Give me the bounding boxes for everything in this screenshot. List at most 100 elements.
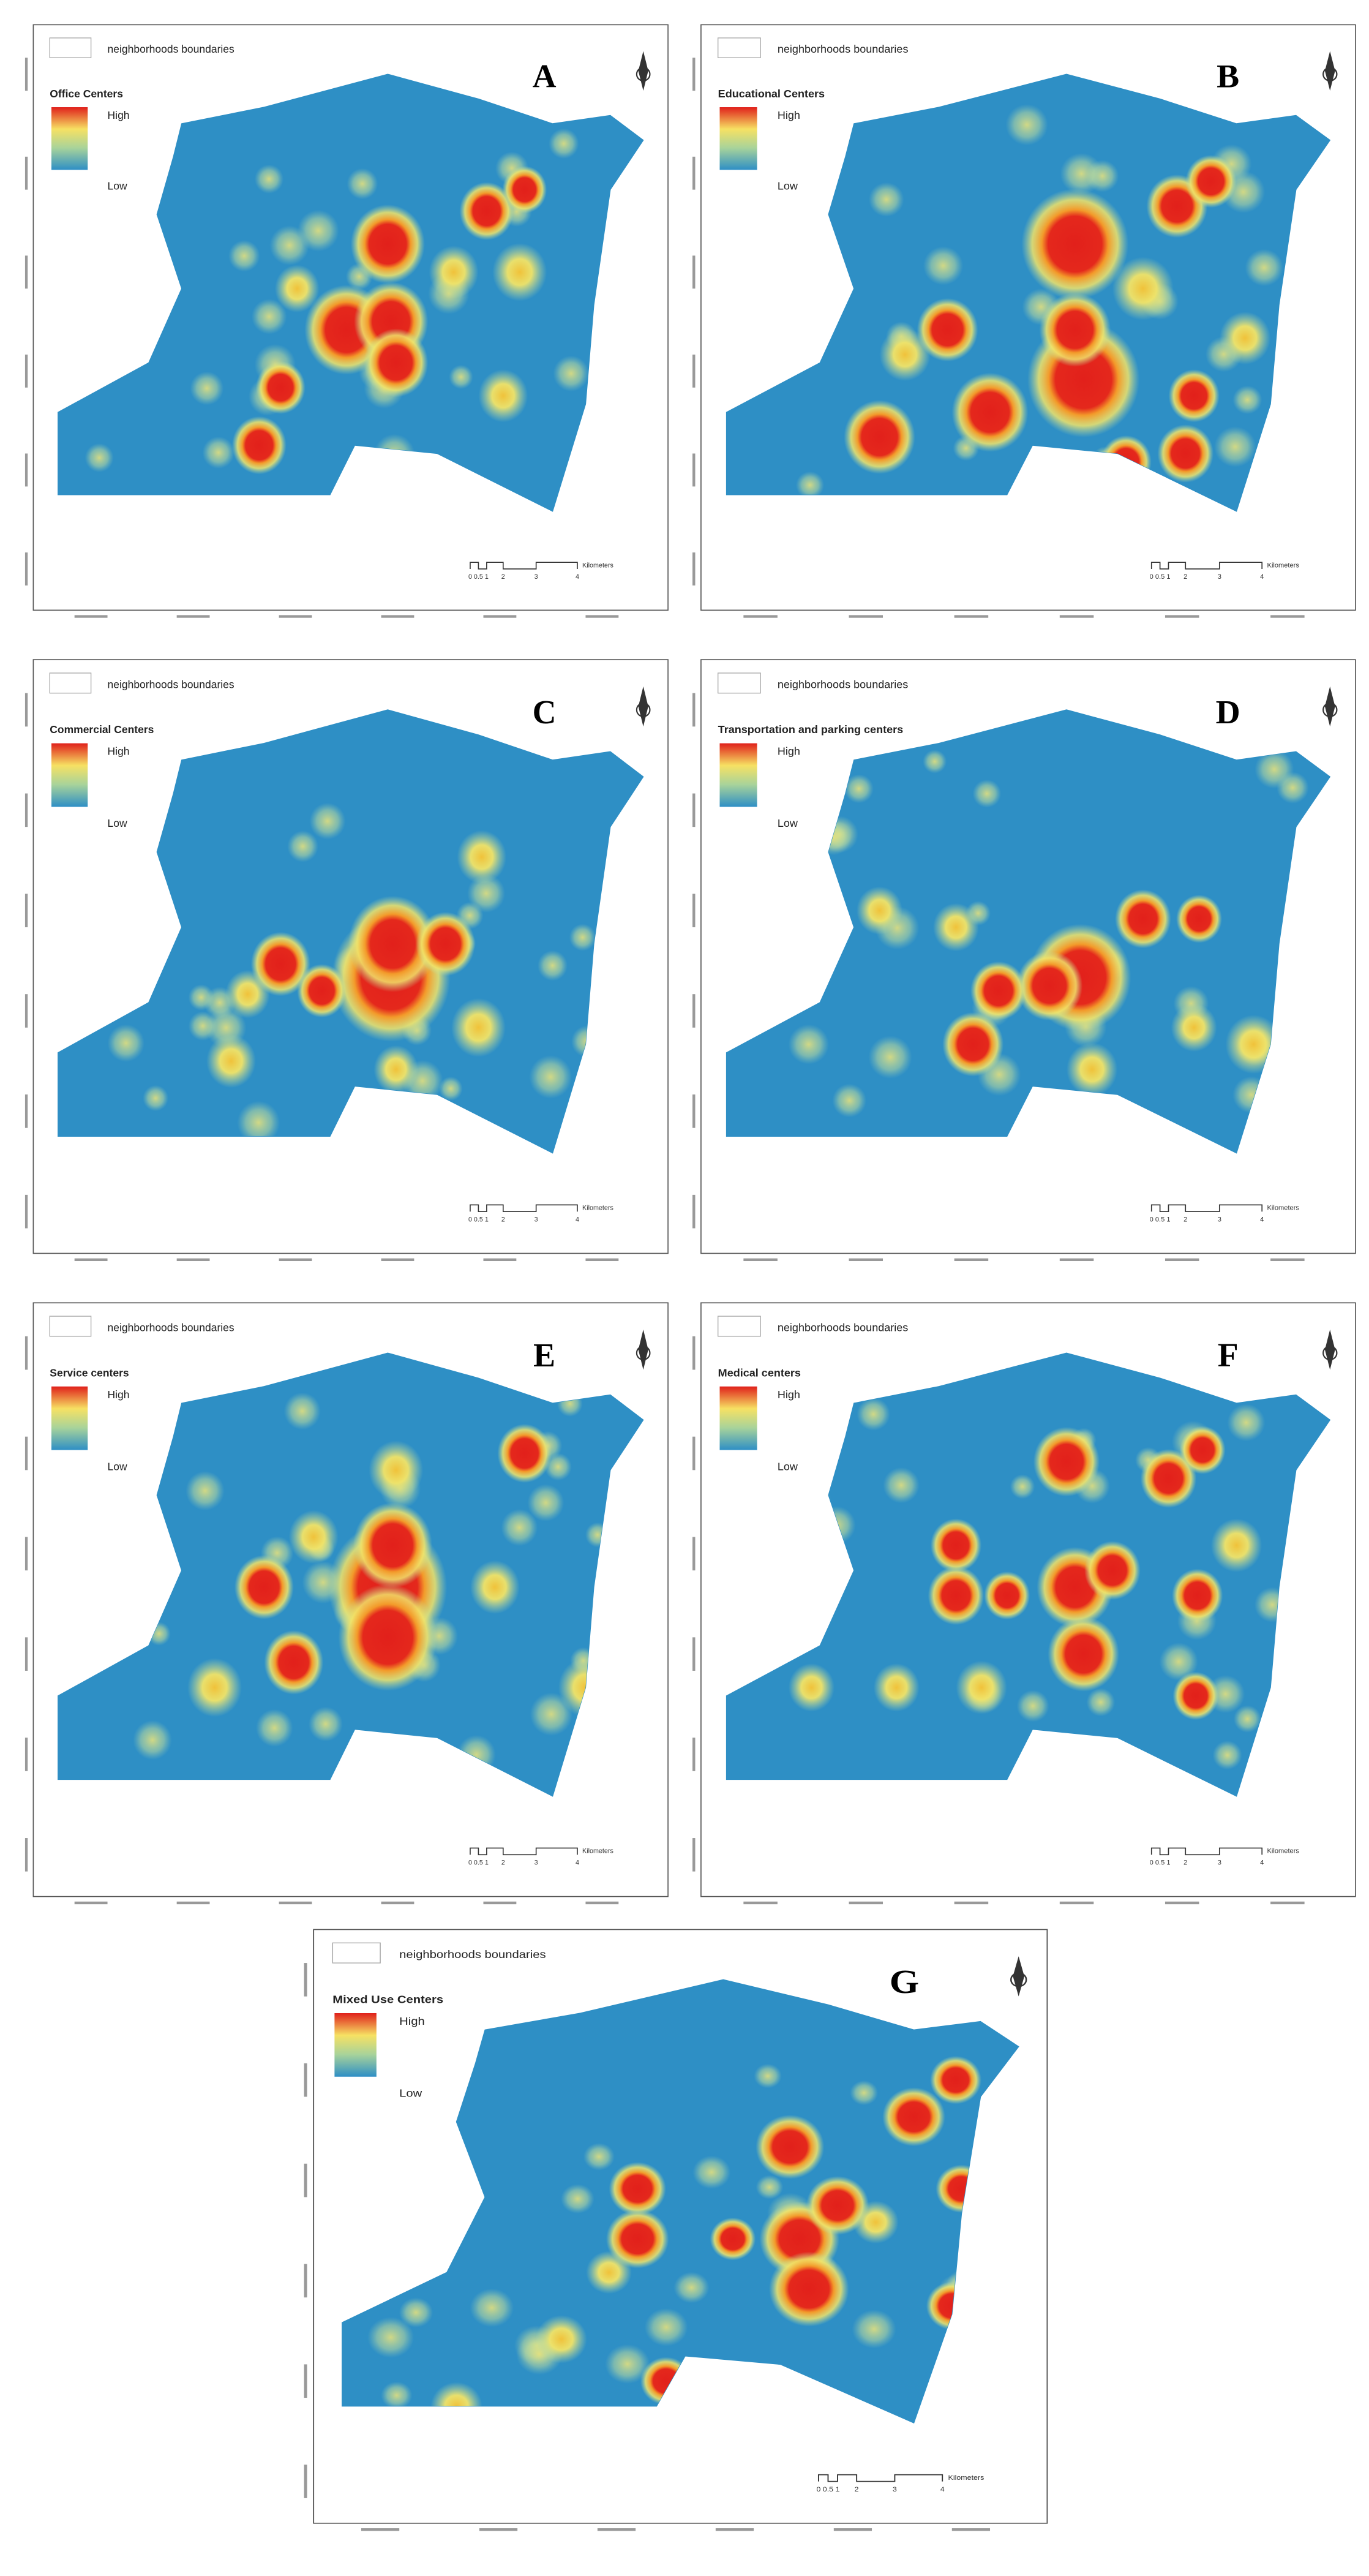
heat-spot [250,932,310,996]
heat-spot [1212,1741,1242,1770]
coordinate-label [24,552,28,586]
scale-label: 1 [485,1216,489,1224]
heat-spot [501,1508,538,1546]
coordinate-label [1165,1258,1199,1262]
heat-spot [429,246,479,299]
heat-spot [1168,369,1220,423]
scale-label: 4 [940,2486,945,2493]
coordinate-label [1270,1901,1305,1905]
coordinate-label [483,1258,517,1262]
map-panel: neighborhoods boundaries Transportation a… [692,659,1356,1262]
coordinate-label [176,615,210,618]
scale-label: 0 [468,1216,472,1224]
boundary-label: neighborhoods boundaries [399,1949,546,1961]
coordinate-label [692,793,696,827]
heat-spot [502,165,547,214]
coordinate-label [692,156,696,190]
coordinate-label [743,615,778,618]
legend-high: High [778,109,800,121]
heat-spot [206,1034,256,1088]
coordinate-label [304,2364,307,2398]
heat-spot [373,1045,419,1094]
scale-label: 2 [501,1216,505,1224]
legend-ramp [334,2013,377,2077]
heat-spot [1157,424,1214,483]
legend-high: High [778,1388,800,1401]
coordinate-label [743,1258,778,1262]
coordinate-label [692,255,696,289]
legend-low: Low [778,180,798,192]
boundary-swatch [717,672,761,694]
scale-label: 1 [485,1859,489,1867]
heat-spot [606,2209,669,2269]
heat-spot [832,1083,867,1118]
heat-spot [768,2251,849,2327]
coordinate-label [692,1094,696,1128]
scale-label: 0 [1150,1859,1153,1867]
coordinate-label [849,1258,883,1262]
heat-spot [1048,1616,1119,1692]
heat-spot [923,246,964,285]
scale-label: 3 [534,1216,538,1224]
legend-ramp [719,107,757,170]
heat-spot [882,2087,945,2147]
coordinate-label [692,1637,696,1671]
scale-label: 1 [836,2486,840,2493]
heat-spot [930,1518,982,1572]
coordinate-label [692,1838,696,1872]
heat-spot [459,182,514,241]
heat-spot [478,369,528,423]
heat-spot [917,298,978,362]
scale-bar [1150,562,1263,570]
heat-spot [756,2115,825,2179]
coordinate-label [304,2063,307,2097]
scale-label: 0 [1150,573,1153,581]
heat-spot [338,1583,438,1691]
legend-ramp [51,743,88,807]
coordinate-label [692,354,696,388]
scale-label: 0.5 [474,573,483,581]
heat-spot [231,416,287,475]
scale-label: 3 [534,1859,538,1867]
coordinate-label [24,1094,28,1128]
heat-spot [788,1024,829,1064]
heat-spot [264,1630,324,1695]
heat-spot [857,1398,890,1431]
heat-spot [710,2217,756,2261]
coordinate-label [692,552,696,586]
coordinate-label [479,2528,518,2531]
coordinate-label [24,1838,28,1872]
heat-spot [788,1663,835,1712]
heat-spot [527,1484,564,1521]
coordinate-label [743,1901,778,1905]
boundary-label: neighborhoods boundaries [778,43,909,55]
heat-spot [188,1011,217,1041]
heat-spot [234,1555,294,1619]
scale-label: 2 [501,573,505,581]
legend-title: Office Centers [50,88,123,100]
heat-spot [844,400,915,474]
heat-spot [497,1423,552,1483]
coordinate-label [279,1901,312,1905]
legend-ramp [719,743,757,807]
heat-spot [288,1510,339,1564]
scale-label: 2 [855,2486,859,2493]
heat-spot [1066,1042,1118,1096]
panel-letter: D [1216,693,1240,730]
heat-spot [972,779,1002,808]
heat-spot [350,204,425,284]
coordinate-label [24,1336,28,1370]
coordinate-label [361,2528,400,2531]
scale-label: 0 [816,2486,820,2493]
coordinate-label [849,1901,883,1905]
scale-label: 0 [468,573,472,581]
heat-spot [795,471,825,499]
scale-label: 4 [576,573,579,581]
heat-spot [84,443,114,472]
coordinate-label [692,453,696,487]
heat-spot [605,2344,650,2384]
coordinate-label [381,615,414,618]
heat-spot [297,964,347,1018]
coordinate-label [692,58,696,91]
boundary-swatch [717,37,761,58]
